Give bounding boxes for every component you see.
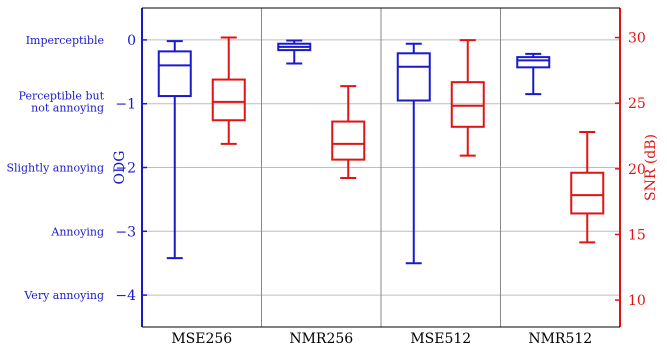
quality-descriptor: Slightly annoying xyxy=(6,162,104,175)
left-tick-label: −1 xyxy=(115,97,136,113)
box-mse512-odg xyxy=(398,44,430,263)
box-mse512-snr xyxy=(452,40,484,156)
box-iqr xyxy=(332,122,364,160)
box-iqr xyxy=(452,82,484,127)
box-iqr xyxy=(398,53,430,100)
quality-descriptor: Imperceptible xyxy=(26,34,104,47)
right-axis-title: SNR (dB) xyxy=(643,134,659,201)
box-iqr xyxy=(159,51,191,96)
category-label: MSE256 xyxy=(171,331,232,347)
quality-descriptor: not annoying xyxy=(31,102,104,115)
box-nmr512-snr xyxy=(571,132,603,242)
box-nmr512-odg xyxy=(517,54,549,94)
quality-descriptor: Very annoying xyxy=(23,289,104,302)
box-iqr xyxy=(517,57,549,67)
left-tick-label: −3 xyxy=(115,224,136,240)
left-axis-title: ODG xyxy=(112,151,128,185)
grid-lines xyxy=(142,8,620,327)
category-label: MSE512 xyxy=(410,331,471,347)
category-label: NMR256 xyxy=(289,331,353,347)
category-label: NMR512 xyxy=(528,331,592,347)
left-tick-label: 0 xyxy=(127,33,136,49)
box-mse256-snr xyxy=(213,38,245,144)
box-nmr256-snr xyxy=(332,86,364,178)
right-tick-label: 30 xyxy=(628,31,646,47)
right-tick-label: 10 xyxy=(628,293,646,309)
right-tick-label: 15 xyxy=(628,227,646,243)
right-tick-label: 25 xyxy=(628,96,646,112)
quality-descriptor: Annoying xyxy=(50,225,104,238)
box-iqr xyxy=(213,80,245,121)
box-nmr256-odg xyxy=(278,41,310,64)
box-mse256-odg xyxy=(159,41,191,258)
box-iqr xyxy=(571,173,603,214)
left-tick-label: −4 xyxy=(115,288,136,304)
